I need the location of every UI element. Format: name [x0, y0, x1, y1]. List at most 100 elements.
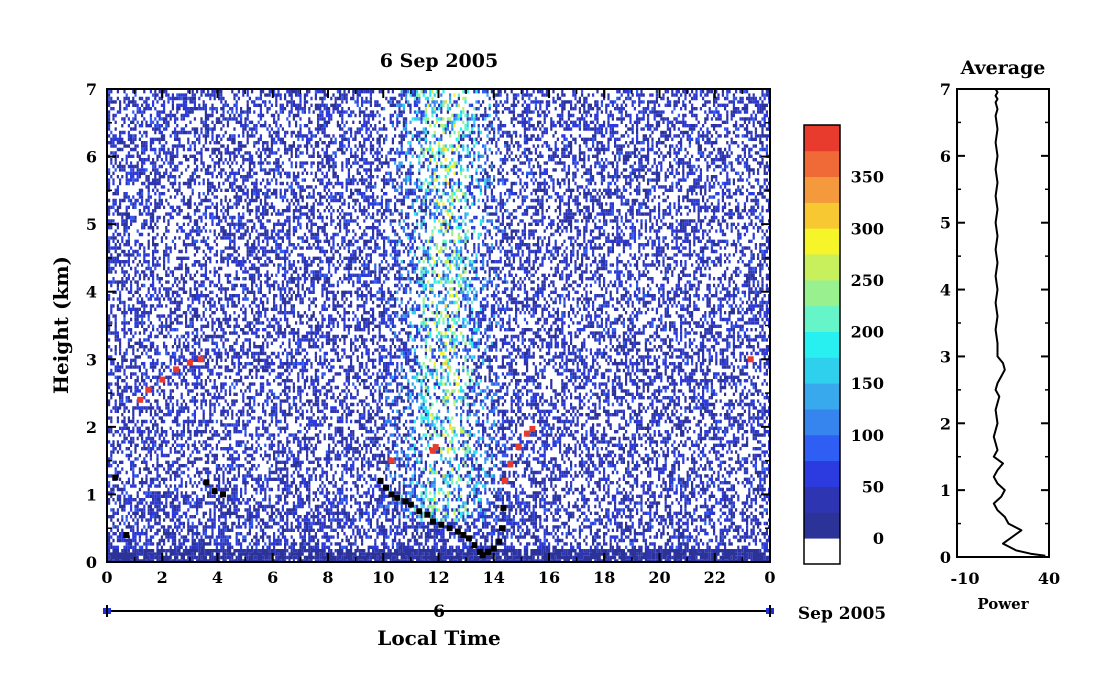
feature-1	[501, 425, 536, 484]
colorbar-tick-label: 350	[851, 168, 884, 187]
feature-point	[479, 552, 486, 559]
average-title: Average	[960, 57, 1046, 79]
heatmap-cell-group	[374, 90, 513, 522]
main-title: 6 Sep 2005	[380, 50, 498, 72]
feature-point	[203, 479, 210, 486]
colorbar-tick-label: 300	[851, 219, 884, 238]
feature-point	[186, 359, 193, 366]
colorbar-bin	[804, 202, 840, 229]
colorbar-tick-label: 200	[851, 323, 884, 342]
y-tick-labels: 0 1 2 3 4 5 6 7	[86, 80, 97, 572]
average-x-axis-label: Power	[977, 595, 1029, 613]
feature-point	[388, 491, 395, 498]
y-tick-label: 4	[86, 283, 97, 302]
y-tick-label: 6	[86, 148, 97, 167]
heatmap-cell-group	[407, 90, 485, 522]
y-tick-label: 0	[86, 553, 97, 572]
feature-point	[747, 356, 754, 363]
colorbar-frame	[803, 124, 841, 565]
heatmap-cell-group	[389, 90, 500, 522]
avg-y-tick-label: 5	[940, 214, 951, 233]
y-tick-label: 3	[86, 350, 97, 369]
feature-point	[460, 532, 467, 538]
feature-4	[377, 477, 507, 559]
colorbar: 0 50 100 150 200 250 300 350	[803, 124, 884, 565]
colorbar-bin	[804, 305, 840, 332]
feature-point	[476, 548, 483, 555]
feature-point	[507, 461, 514, 467]
avg-x-tick-label: 40	[1038, 569, 1060, 588]
feature-3	[112, 474, 226, 538]
colorbar-bin	[804, 383, 840, 410]
avg-y-tick-label: 7	[940, 80, 951, 99]
heatmap-cell-group	[108, 90, 771, 549]
feature-point	[388, 457, 395, 464]
heatmap-cell-group	[108, 90, 771, 563]
feature-point	[454, 528, 461, 535]
average-x-tick-labels: -10 40	[951, 569, 1061, 588]
average-plot-background	[957, 89, 1049, 557]
feature-point	[496, 538, 503, 545]
feature-point	[173, 366, 180, 373]
colorbar-bin	[804, 279, 840, 307]
feature-point	[499, 525, 505, 532]
date-axis-day-label: 6	[433, 602, 445, 622]
x-tick-label: 14	[483, 568, 505, 587]
feature-point	[515, 444, 522, 451]
colorbar-bin	[804, 254, 840, 281]
feature-point	[465, 535, 472, 542]
colorbar-tick-label: 0	[873, 529, 884, 548]
x-tick-label: 10	[372, 568, 394, 587]
y-tick-label: 1	[86, 485, 97, 504]
feature-point	[490, 545, 497, 552]
feature-point	[197, 356, 204, 363]
avg-y-tick-label: 0	[940, 548, 951, 567]
y-tick-label: 7	[86, 80, 97, 99]
colorbar-bin	[804, 176, 840, 203]
date-axis-month-year-label: Sep 2005	[798, 604, 886, 624]
colorbar-tick-label: 250	[851, 271, 884, 290]
colorbar-labels: 0 50 100 150 200 250 300 350	[851, 168, 884, 549]
heatmap-cell-group	[427, 93, 460, 522]
feature-point	[159, 376, 166, 383]
colorbar-tick-label: 150	[851, 374, 884, 393]
x-tick-label: 4	[212, 568, 223, 587]
y-tick-label: 2	[86, 418, 97, 437]
x-tick-label: 12	[427, 568, 449, 587]
feature-point	[446, 525, 453, 532]
feature-point	[523, 430, 530, 437]
feature-point	[500, 504, 507, 511]
colorbar-bin	[804, 357, 840, 384]
feature-point	[416, 508, 423, 515]
feature-point	[407, 501, 414, 508]
feature-point	[430, 447, 436, 454]
x-tick-labels: 0 2 4 6 8 10 12 14 16 18 20 22 0	[101, 568, 775, 587]
feature-point	[438, 521, 445, 528]
feature-point	[377, 477, 384, 484]
colorbar-bin	[804, 512, 840, 539]
average-plot	[956, 88, 1050, 558]
x-tick-label: 0	[101, 568, 112, 587]
colorbar-bin	[804, 228, 840, 255]
feature-point	[424, 511, 431, 518]
average-y-tick-labels: 0 1 2 3 4 5 6 7	[940, 80, 951, 567]
colorbar-tick-label: 50	[862, 478, 884, 497]
colorbar-bin	[804, 538, 840, 565]
main-ticks	[106, 88, 771, 563]
x-tick-label: 22	[704, 568, 726, 587]
colorbar-bin	[804, 434, 840, 462]
feature-point	[383, 484, 389, 491]
feature-2	[388, 356, 754, 464]
colorbar-bin	[804, 150, 840, 178]
feature-point	[394, 494, 401, 501]
feature-point	[112, 474, 119, 481]
heatmap-cells	[108, 90, 771, 563]
y-tick-label: 5	[86, 215, 97, 234]
feature-point	[485, 548, 492, 555]
avg-y-tick-label: 4	[940, 281, 951, 300]
average-ticks	[956, 88, 1050, 558]
feature-point	[137, 396, 144, 403]
heatmap-cell-group	[424, 90, 469, 515]
feature-point	[402, 498, 409, 505]
